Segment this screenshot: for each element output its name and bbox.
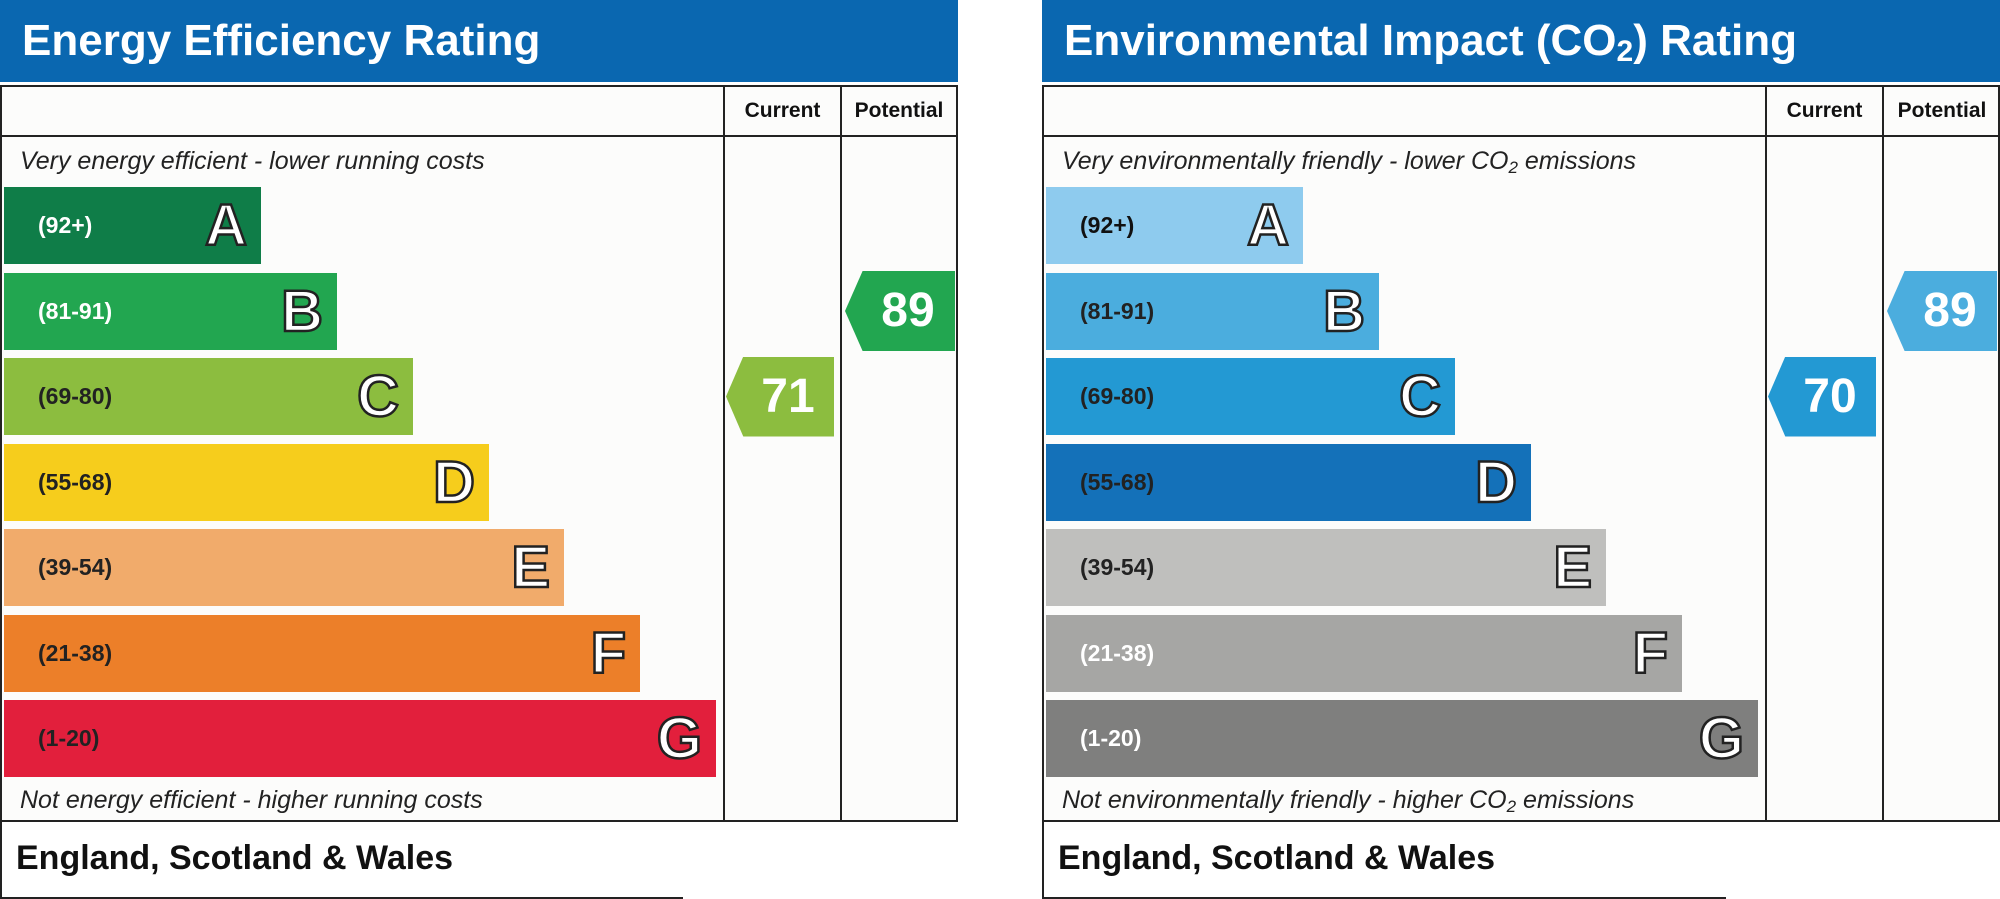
rating-bar-f: (21-38) F xyxy=(1046,614,1682,692)
band-range-label: (1-20) xyxy=(38,725,100,751)
chart-title: Energy Efficiency Rating xyxy=(0,0,958,82)
energy-efficiency-chart: Energy Efficiency Rating Current Potenti… xyxy=(0,0,958,899)
potential-column-header: Potential xyxy=(854,99,944,122)
rating-bar-a: (92+) A xyxy=(4,187,261,264)
rating-bar-a: (92+) A xyxy=(1046,187,1303,264)
band-letter: F xyxy=(1631,619,1669,687)
band-range-label: (21-38) xyxy=(38,639,113,666)
band-range-label: (1-20) xyxy=(1080,725,1142,751)
current-column-header: Current xyxy=(1786,99,1863,122)
top-note: Very energy efficient - lower running co… xyxy=(20,147,485,175)
rating-bar-c: (69-80) C xyxy=(1046,358,1455,435)
band-letter: F xyxy=(589,619,627,687)
band-range-label: (21-38) xyxy=(1080,639,1155,666)
band-range-label: (81-91) xyxy=(38,297,113,324)
rating-bar-g: (1-20) G xyxy=(4,700,716,777)
current-rating-arrow: 70 xyxy=(1768,356,1876,437)
band-letter: D xyxy=(432,448,476,516)
rating-bar-c: (69-80) C xyxy=(4,358,413,435)
band-range-label: (69-80) xyxy=(1080,383,1155,409)
header-divider xyxy=(2,135,723,137)
chart-title: Environmental Impact (CO2) Rating xyxy=(1042,0,2000,82)
band-range-label: (39-54) xyxy=(38,554,113,580)
band-range-label: (39-54) xyxy=(1080,554,1155,580)
band-letter: G xyxy=(656,705,704,773)
rating-bar-g: (1-20) G xyxy=(1046,700,1758,777)
column-divider xyxy=(1765,87,1767,820)
header-divider xyxy=(1044,135,1765,137)
band-letter: A xyxy=(204,192,248,260)
rating-bar-e: (39-54) E xyxy=(1046,529,1606,606)
bottom-note: Not environmentally friendly - higher CO… xyxy=(1062,786,1635,816)
rating-bar-b: (81-91) B xyxy=(4,272,337,350)
chart-frame: Current Potential Very environmentally f… xyxy=(1042,85,2000,822)
region-footer: England, Scotland & Wales xyxy=(0,822,683,899)
band-range-label: (92+) xyxy=(38,212,93,238)
band-letter: E xyxy=(510,534,551,602)
band-letter: A xyxy=(1246,192,1290,260)
header-divider xyxy=(1765,135,2000,137)
region-footer: England, Scotland & Wales xyxy=(1042,822,1726,899)
current-column-header: Current xyxy=(744,99,821,122)
band-range-label: (55-68) xyxy=(1080,468,1155,495)
potential-rating-arrow: 89 xyxy=(845,271,955,351)
rating-bar-e: (39-54) E xyxy=(4,529,564,606)
bottom-note: Not energy efficient - higher running co… xyxy=(20,786,483,814)
band-letter: B xyxy=(1322,277,1366,345)
header-divider xyxy=(723,135,956,137)
environmental-impact-chart: Environmental Impact (CO2) Rating Curren… xyxy=(1042,0,2000,899)
band-letter: B xyxy=(280,277,324,345)
band-letter: C xyxy=(356,363,400,431)
band-letter: D xyxy=(1474,448,1518,516)
rating-bar-b: (81-91) B xyxy=(1046,272,1379,350)
rating-bar-d: (55-68) D xyxy=(4,443,489,521)
chart-frame: Current Potential Very energy efficient … xyxy=(0,85,958,822)
band-letter: G xyxy=(1698,705,1746,773)
potential-rating-arrow: 89 xyxy=(1887,271,1997,351)
band-range-label: (92+) xyxy=(1080,212,1135,238)
band-range-label: (69-80) xyxy=(38,383,113,409)
potential-column-header: Potential xyxy=(1897,99,1987,122)
band-range-label: (55-68) xyxy=(38,468,113,495)
band-range-label: (81-91) xyxy=(1080,297,1155,324)
column-divider xyxy=(723,87,725,820)
band-letter: C xyxy=(1398,363,1442,431)
rating-bar-f: (21-38) F xyxy=(4,614,640,692)
band-letter: E xyxy=(1552,534,1593,602)
column-divider xyxy=(1882,87,1884,820)
rating-bar-d: (55-68) D xyxy=(1046,443,1531,521)
top-note: Very environmentally friendly - lower CO… xyxy=(1062,147,1637,177)
current-rating-arrow: 71 xyxy=(726,356,834,437)
column-divider xyxy=(840,87,842,820)
